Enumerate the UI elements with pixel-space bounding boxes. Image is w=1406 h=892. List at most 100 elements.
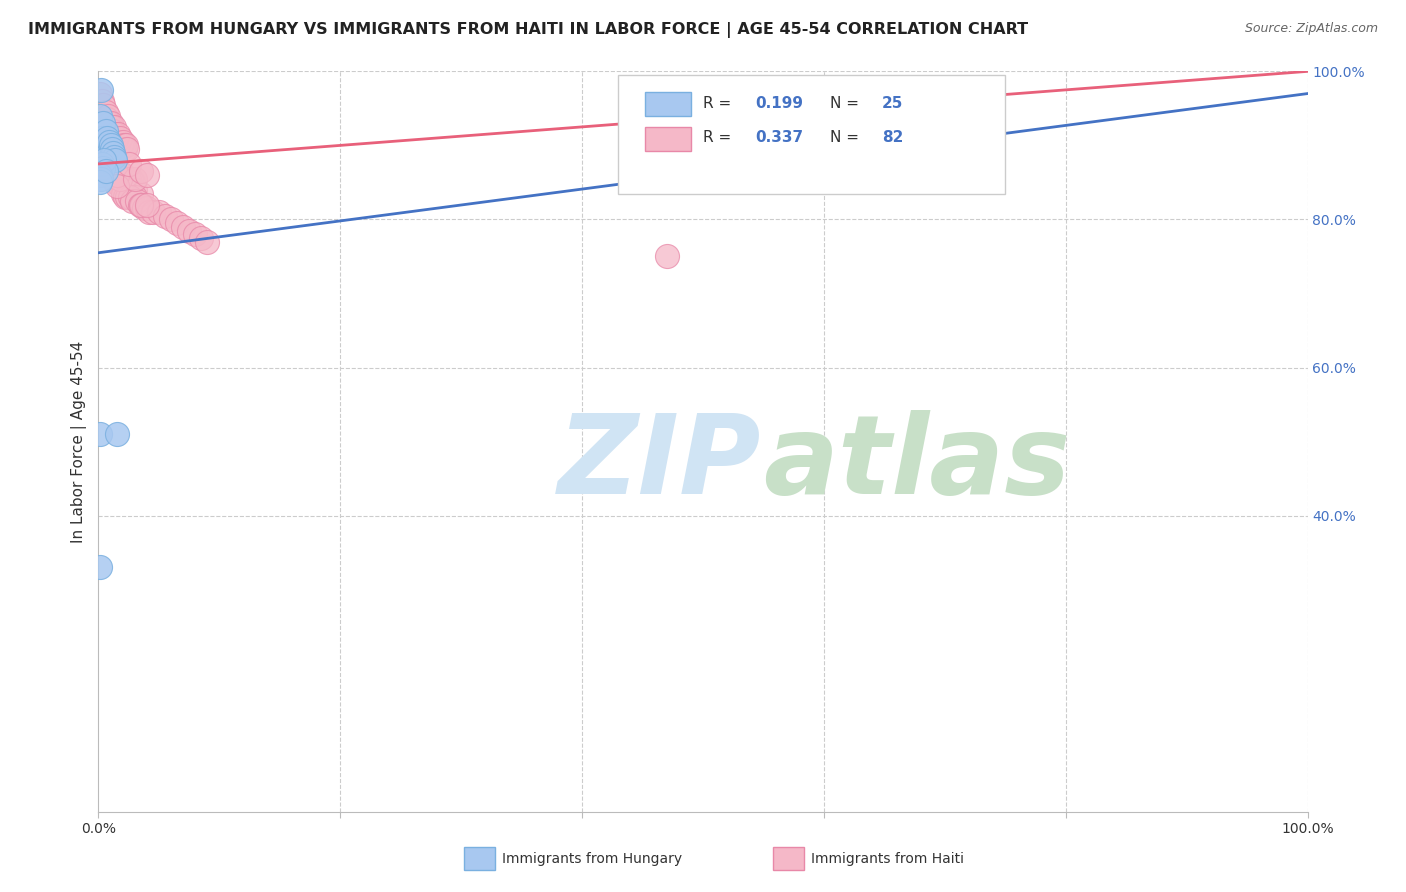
Point <box>98 116 121 130</box>
Text: IMMIGRANTS FROM HUNGARY VS IMMIGRANTS FROM HAITI IN LABOR FORCE | AGE 45-54 CORR: IMMIGRANTS FROM HUNGARY VS IMMIGRANTS FR… <box>28 22 1028 38</box>
Point <box>93 149 115 163</box>
Point <box>108 131 131 145</box>
Text: 82: 82 <box>882 130 903 145</box>
Text: Immigrants from Hungary: Immigrants from Hungary <box>502 852 682 866</box>
Point <box>91 97 114 112</box>
Point <box>131 197 153 211</box>
Point <box>118 183 141 197</box>
Point <box>103 149 125 163</box>
Text: atlas: atlas <box>763 410 1071 517</box>
Point <box>89 427 111 442</box>
Point <box>190 231 212 245</box>
Point <box>89 175 111 190</box>
Point <box>94 164 117 178</box>
Point <box>89 87 111 101</box>
Point <box>96 153 118 168</box>
Point <box>91 157 114 171</box>
Point <box>166 216 188 230</box>
Point <box>105 131 128 145</box>
Point <box>101 145 124 160</box>
Point <box>93 142 115 156</box>
Point <box>100 168 122 182</box>
Point <box>91 94 114 108</box>
Point <box>93 153 115 168</box>
Point <box>115 138 138 153</box>
Point <box>101 123 124 137</box>
Point <box>101 171 124 186</box>
Point <box>90 161 112 175</box>
Point <box>91 116 114 130</box>
Point <box>90 171 112 186</box>
Point <box>96 112 118 127</box>
Point <box>91 157 114 171</box>
Point <box>105 179 128 194</box>
FancyBboxPatch shape <box>619 75 1005 194</box>
Point <box>111 179 134 194</box>
Point <box>129 164 152 178</box>
Text: 0.199: 0.199 <box>755 95 803 111</box>
Point <box>89 168 111 182</box>
Point <box>112 138 135 153</box>
Point <box>124 171 146 186</box>
Point <box>124 190 146 204</box>
Text: R =: R = <box>703 95 737 111</box>
Text: R =: R = <box>703 130 737 145</box>
Point <box>105 168 128 182</box>
Point <box>135 197 157 211</box>
Point <box>97 164 120 178</box>
Point <box>118 157 141 171</box>
Point <box>122 175 145 190</box>
Point <box>153 209 176 223</box>
Point <box>91 153 114 168</box>
Point <box>104 153 127 168</box>
Point <box>110 138 132 153</box>
Point <box>110 168 132 182</box>
Point <box>129 197 152 211</box>
Point <box>117 190 139 204</box>
Point <box>120 171 142 186</box>
Point <box>127 194 149 208</box>
Point <box>105 427 128 442</box>
Point <box>98 157 121 171</box>
Point <box>118 190 141 204</box>
Point <box>89 109 111 123</box>
Text: ZIP: ZIP <box>558 410 762 517</box>
Point <box>94 123 117 137</box>
Point <box>108 135 131 149</box>
Point <box>112 168 135 182</box>
Point <box>100 142 122 156</box>
Point <box>124 183 146 197</box>
FancyBboxPatch shape <box>645 92 690 116</box>
Point <box>94 161 117 175</box>
Point <box>118 171 141 186</box>
Point <box>184 227 207 242</box>
Point <box>138 205 160 219</box>
Point <box>100 157 122 171</box>
Point <box>160 212 183 227</box>
Text: Immigrants from Haiti: Immigrants from Haiti <box>811 852 965 866</box>
Point <box>121 194 143 208</box>
Text: 25: 25 <box>882 95 903 111</box>
Point <box>93 157 115 171</box>
Point <box>134 202 156 216</box>
Point <box>91 161 114 175</box>
Point <box>148 205 170 219</box>
Point <box>172 219 194 234</box>
Point <box>179 223 201 237</box>
Point <box>104 175 127 190</box>
Y-axis label: In Labor Force | Age 45-54: In Labor Force | Age 45-54 <box>72 341 87 542</box>
Text: Source: ZipAtlas.com: Source: ZipAtlas.com <box>1244 22 1378 36</box>
Point <box>135 202 157 216</box>
Point <box>107 128 129 142</box>
Point <box>103 120 125 134</box>
Point <box>94 105 117 120</box>
Point <box>135 168 157 182</box>
Point <box>195 235 218 249</box>
Point <box>91 131 114 145</box>
Point <box>108 179 131 194</box>
Point <box>97 142 120 156</box>
Point <box>114 142 136 156</box>
Point <box>89 560 111 574</box>
Point <box>129 186 152 201</box>
Point <box>107 175 129 190</box>
